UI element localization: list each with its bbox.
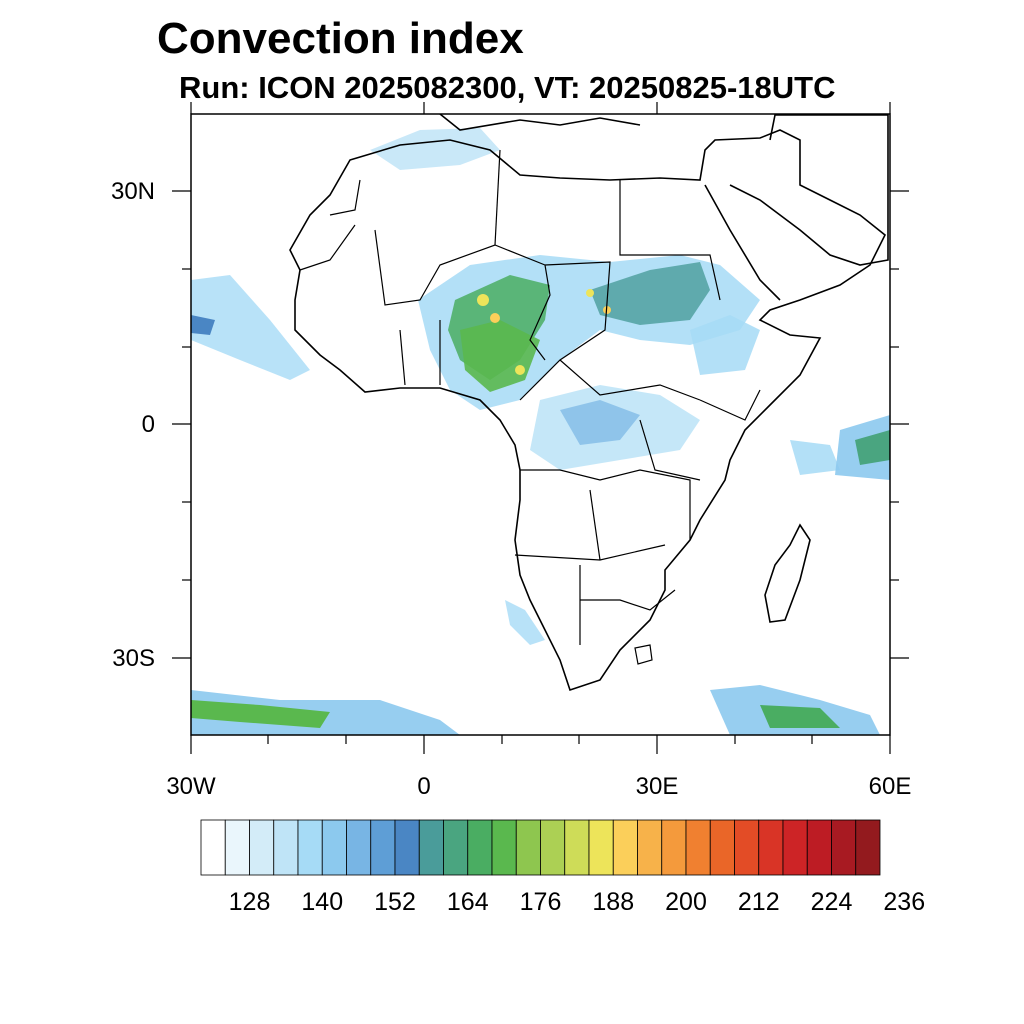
convection-area <box>191 315 215 335</box>
colorbar-tick-label: 236 <box>883 888 926 916</box>
country-border <box>519 261 611 401</box>
colorbar-box <box>297 819 323 876</box>
colorbar-tick-label: 152 <box>374 888 416 916</box>
colorbar-box <box>224 819 250 876</box>
convection-area <box>790 440 840 475</box>
country-border <box>399 329 406 386</box>
coastlines <box>289 114 889 692</box>
colorbar-box <box>467 819 493 876</box>
convection-area <box>760 705 840 728</box>
country-border <box>559 359 701 401</box>
colorbar-box <box>515 819 541 876</box>
convection-area <box>515 365 525 375</box>
convection-area <box>586 289 594 297</box>
lon-label-60e: 60E <box>868 773 912 800</box>
colorbar-box <box>758 819 784 876</box>
colorbar-tick-label: 224 <box>810 888 853 916</box>
chart-subtitle: Run: ICON 2025082300, VT: 20250825-18UTC <box>179 70 836 105</box>
colorbar-box <box>855 819 881 876</box>
country-border <box>699 389 761 421</box>
colorbar-box <box>709 819 735 876</box>
borders <box>299 149 761 665</box>
med-north-coast <box>439 114 641 131</box>
convection-area <box>370 128 500 170</box>
colorbar-box <box>588 819 614 876</box>
lat-label-30n: 30N <box>110 178 155 205</box>
country-border <box>514 544 666 561</box>
colorbar-tick-label: 212 <box>737 888 780 916</box>
colorbar-box <box>734 819 760 876</box>
country-border <box>299 224 356 271</box>
madagascar-coastline <box>764 523 811 623</box>
convection-area <box>590 262 710 325</box>
chart-title: Convection index <box>157 14 524 63</box>
colorbar-tick-label: 188 <box>592 888 635 916</box>
colorbar-box <box>394 819 420 876</box>
convection-area <box>191 275 310 380</box>
country-border <box>520 469 691 540</box>
colorbar-tick-label: 164 <box>446 888 489 916</box>
country-border <box>580 589 676 611</box>
convection-area <box>477 294 489 306</box>
convection-area <box>505 600 545 645</box>
arabia-coastline <box>729 114 889 266</box>
colorbar-box <box>200 819 226 876</box>
convection-area <box>490 313 500 323</box>
country-border <box>589 489 601 561</box>
convection-area <box>560 400 640 445</box>
country-border <box>634 644 653 665</box>
colorbar-box <box>443 819 469 876</box>
colorbar-box <box>249 819 275 876</box>
colorbar-box <box>661 819 687 876</box>
colorbar-box <box>418 819 444 876</box>
country-border <box>639 419 701 481</box>
lat-label-0: 0 <box>141 411 155 438</box>
red-sea <box>704 184 781 301</box>
colorbar-tick-label: 140 <box>301 888 344 916</box>
colorbar-box <box>637 819 663 876</box>
colorbar-box <box>370 819 396 876</box>
colorbar-box <box>831 819 857 876</box>
colorbar-box <box>491 819 517 876</box>
convection-area <box>855 430 890 465</box>
colorbar-tick-label: 200 <box>665 888 707 916</box>
colorbar-box <box>782 819 808 876</box>
lon-label-30w: 30W <box>166 773 216 800</box>
country-border <box>329 179 361 216</box>
lon-label-30e: 30E <box>635 773 679 800</box>
lat-label-30s: 30S <box>112 645 155 672</box>
colorbar-box <box>612 819 638 876</box>
convection-area <box>690 315 760 375</box>
country-border <box>494 149 501 246</box>
colorbar-box <box>540 819 566 876</box>
axis-ticks <box>172 102 909 754</box>
colorbar-box <box>321 819 347 876</box>
colorbar <box>200 819 881 876</box>
colorbar-box <box>346 819 372 876</box>
colorbar-box <box>564 819 590 876</box>
lon-label-0: 0 <box>417 773 431 800</box>
colorbar-box <box>273 819 299 876</box>
colorbar-box <box>685 819 711 876</box>
country-border <box>619 180 721 301</box>
colorbar-box <box>806 819 832 876</box>
colorbar-tick-label: 128 <box>228 888 271 916</box>
colorbar-tick-label: 176 <box>519 888 562 916</box>
africa-coastline <box>289 129 887 692</box>
convection-area <box>191 700 330 728</box>
convection-field <box>191 128 890 735</box>
